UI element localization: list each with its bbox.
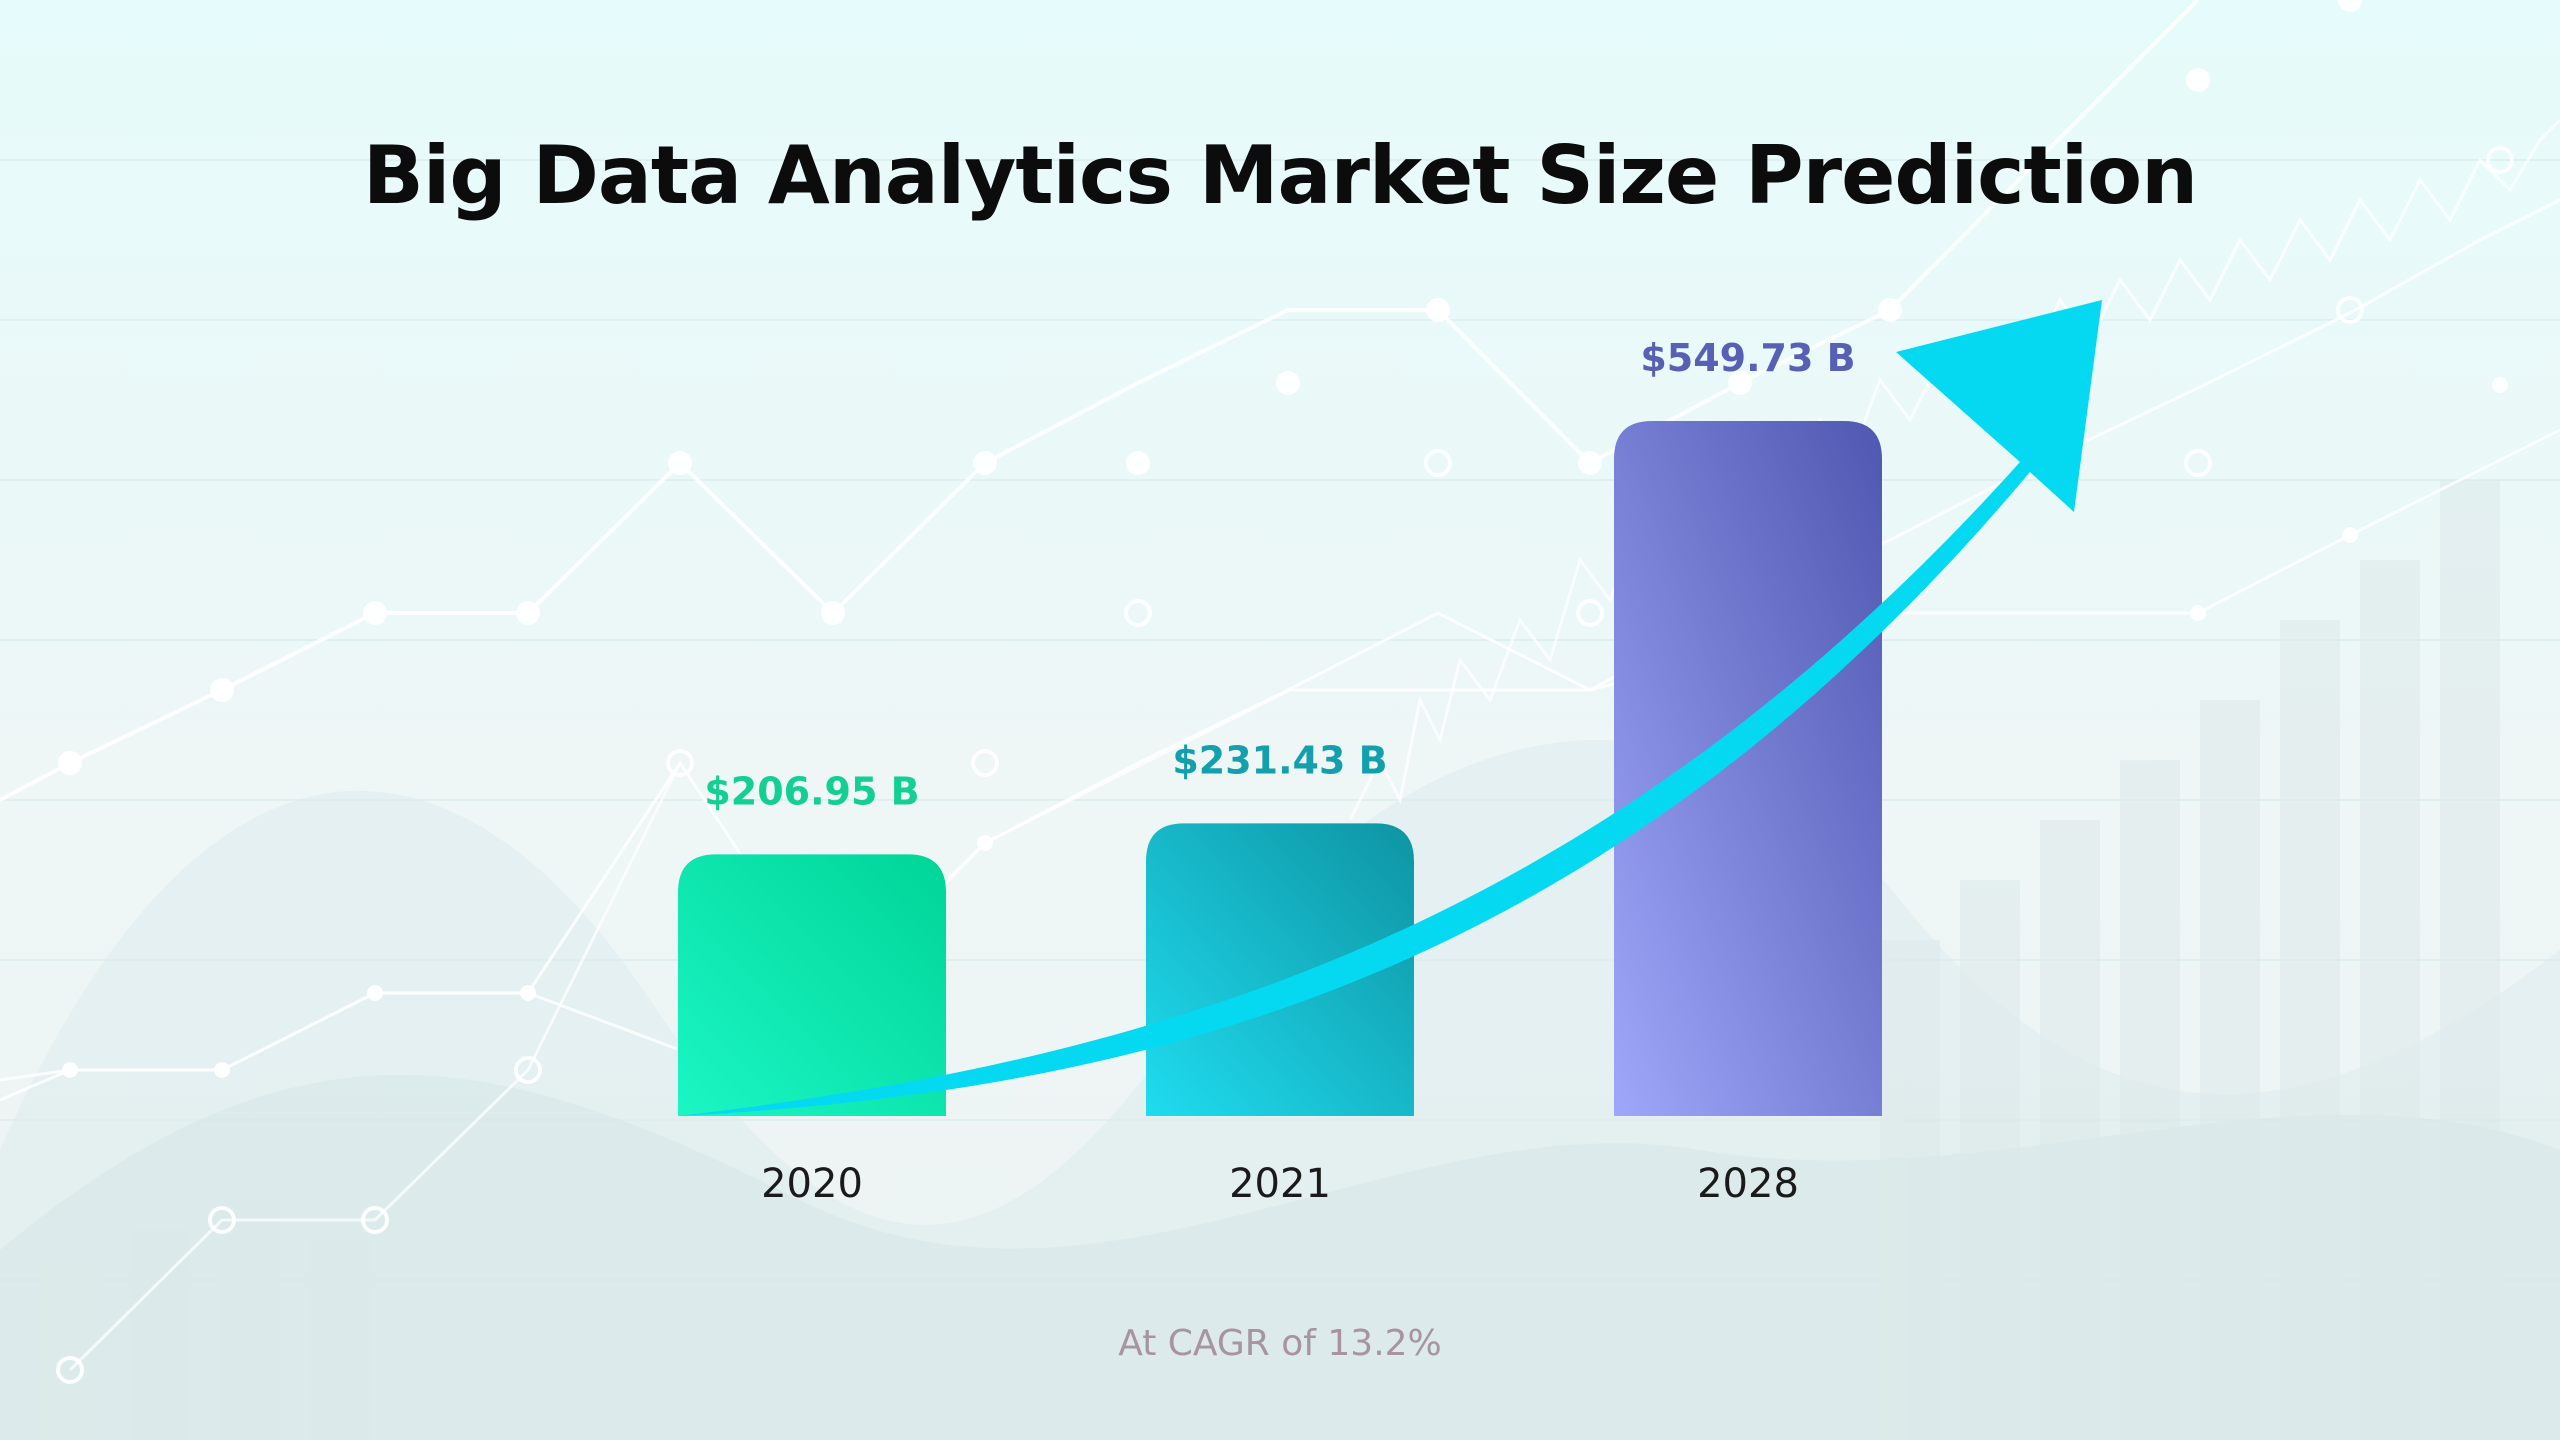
tick-label-2028: 2028 (1697, 1161, 1799, 1207)
tick-label-2021: 2021 (1229, 1161, 1331, 1207)
bar-2021 (1146, 823, 1414, 1116)
value-label-2021: $231.43 B (1172, 738, 1387, 782)
tick-label-2020: 2020 (761, 1161, 863, 1207)
chart-title: Big Data Analytics Market Size Predictio… (363, 129, 2197, 222)
x-axis-ticks: 2020 2021 2028 (761, 1161, 1799, 1207)
bars: $206.95 B $231.43 B $549.73 B (678, 336, 1882, 1116)
value-label-2020: $206.95 B (704, 769, 919, 813)
bar-2028 (1614, 421, 1882, 1116)
bar-2020 (678, 854, 946, 1116)
value-label-2028: $549.73 B (1640, 336, 1855, 380)
cagr-annotation: At CAGR of 13.2% (1118, 1323, 1442, 1364)
growth-arrow-icon (678, 300, 2102, 1116)
